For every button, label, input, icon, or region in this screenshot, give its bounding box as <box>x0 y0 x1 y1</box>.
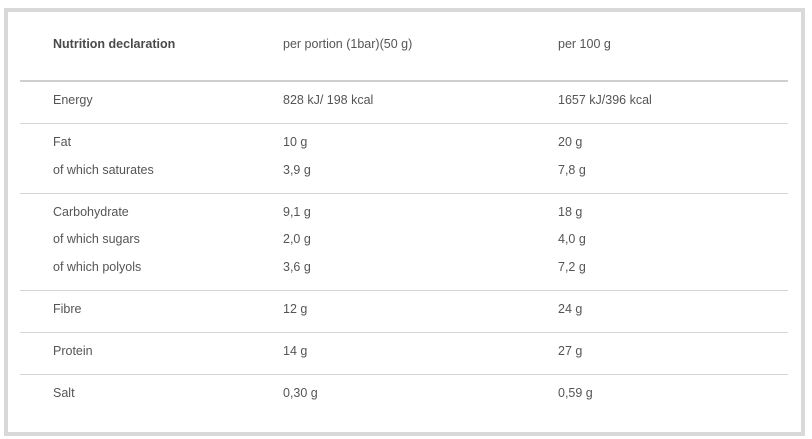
row-divider <box>20 290 788 291</box>
per-portion-value: 12 g <box>283 302 308 316</box>
per-100g-value: 0,59 g <box>558 386 593 400</box>
per-100g-value: 7,2 g <box>558 260 586 274</box>
per-100g-value: 1657 kJ/396 kcal <box>558 93 652 107</box>
nutrient-label: of which saturates <box>53 163 154 177</box>
per-portion-value: 3,6 g <box>283 260 311 274</box>
per-portion-value: 9,1 g <box>283 205 311 219</box>
per-100g-value: 20 g <box>558 135 583 149</box>
nutrient-label: Salt <box>53 386 75 400</box>
nutrition-table-frame <box>4 8 805 436</box>
header-nutrition-declaration: Nutrition declaration <box>53 37 176 51</box>
per-portion-value: 828 kJ/ 198 kcal <box>283 93 374 107</box>
nutrient-label: Protein <box>53 344 93 358</box>
per-portion-value: 10 g <box>283 135 308 149</box>
header-divider <box>20 80 788 82</box>
per-100g-value: 7,8 g <box>558 163 586 177</box>
per-portion-value: 14 g <box>283 344 308 358</box>
per-100g-value: 24 g <box>558 302 583 316</box>
nutrient-label: Fibre <box>53 302 82 316</box>
nutrient-label: of which sugars <box>53 232 140 246</box>
row-divider <box>20 123 788 124</box>
header-per-portion: per portion (1bar)(50 g) <box>283 37 413 51</box>
nutrient-label: Fat <box>53 135 72 149</box>
header-per-100g: per 100 g <box>558 37 611 51</box>
row-divider <box>20 332 788 333</box>
per-100g-value: 4,0 g <box>558 232 586 246</box>
per-portion-value: 2,0 g <box>283 232 311 246</box>
nutrient-label: Energy <box>53 93 93 107</box>
per-portion-value: 3,9 g <box>283 163 311 177</box>
per-portion-value: 0,30 g <box>283 386 318 400</box>
row-divider <box>20 374 788 375</box>
nutrient-label: of which polyols <box>53 260 142 274</box>
per-100g-value: 27 g <box>558 344 583 358</box>
row-divider <box>20 193 788 194</box>
nutrient-label: Carbohydrate <box>53 205 129 219</box>
per-100g-value: 18 g <box>558 205 583 219</box>
